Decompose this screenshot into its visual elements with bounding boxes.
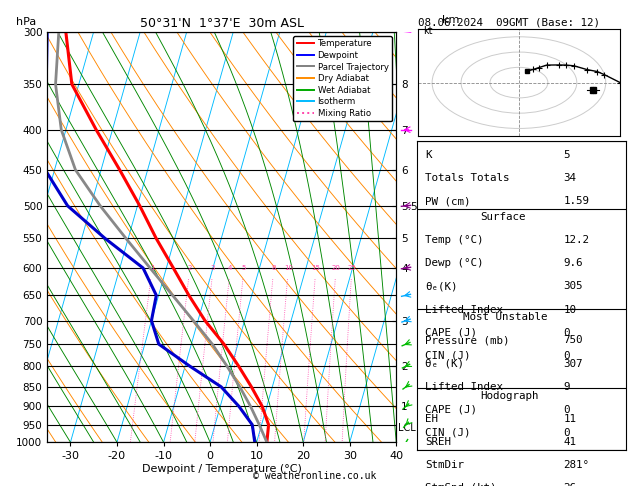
Text: Temp (°C): Temp (°C) [425,235,484,245]
Text: km: km [442,16,459,25]
Text: Most Unstable: Most Unstable [463,312,548,322]
Title: 50°31'N  1°37'E  30m ASL: 50°31'N 1°37'E 30m ASL [140,17,304,31]
Text: 15: 15 [311,265,320,271]
Text: 0: 0 [564,351,570,361]
Text: CAPE (J): CAPE (J) [425,405,477,415]
Text: Hodograph: Hodograph [480,391,538,401]
Text: LCL: LCL [398,423,416,434]
Text: SREH: SREH [425,437,452,447]
Text: 11: 11 [564,414,577,424]
Text: CIN (J): CIN (J) [425,428,471,438]
Text: 8: 8 [272,265,276,271]
Text: Totals Totals: Totals Totals [425,174,510,183]
Text: 5: 5 [242,265,246,271]
X-axis label: Dewpoint / Temperature (°C): Dewpoint / Temperature (°C) [142,464,302,474]
Text: Lifted Index: Lifted Index [425,305,503,314]
Text: K: K [425,150,432,160]
Text: 12.2: 12.2 [564,235,589,245]
Text: 750: 750 [564,335,583,346]
Text: 0: 0 [564,405,570,415]
Text: 34: 34 [564,174,577,183]
Text: Lifted Index: Lifted Index [425,382,503,392]
Text: 1: 1 [150,265,154,271]
Text: 3: 3 [211,265,215,271]
Text: 10: 10 [284,265,293,271]
Text: kt: kt [423,26,433,36]
Y-axis label: Mixing Ratio (g/kg): Mixing Ratio (g/kg) [423,191,433,283]
Text: 25: 25 [348,265,356,271]
Text: 20: 20 [331,265,340,271]
Text: θₑ(K): θₑ(K) [425,281,458,292]
Text: Pressure (mb): Pressure (mb) [425,335,510,346]
Text: 281°: 281° [564,460,589,470]
Text: 9: 9 [564,382,570,392]
Text: EH: EH [425,414,438,424]
Text: StmDir: StmDir [425,460,464,470]
Text: PW (cm): PW (cm) [425,196,471,207]
Text: 0: 0 [564,328,570,338]
Text: StmSpd (kt): StmSpd (kt) [425,484,497,486]
Text: 1.59: 1.59 [564,196,589,207]
Text: 307: 307 [564,359,583,368]
Text: 9.6: 9.6 [564,258,583,268]
Text: 10: 10 [564,305,577,314]
Text: CAPE (J): CAPE (J) [425,328,477,338]
Text: 305: 305 [564,281,583,292]
Text: © weatheronline.co.uk: © weatheronline.co.uk [253,471,376,481]
Text: 41: 41 [564,437,577,447]
Text: 26: 26 [564,484,577,486]
Text: θₑ (K): θₑ (K) [425,359,464,368]
Text: ASL: ASL [442,31,461,41]
Text: 08.06.2024  09GMT (Base: 12): 08.06.2024 09GMT (Base: 12) [418,17,599,27]
Text: 5: 5 [564,150,570,160]
Text: hPa: hPa [16,17,36,28]
Text: Surface: Surface [480,212,525,222]
Text: Dewp (°C): Dewp (°C) [425,258,484,268]
Legend: Temperature, Dewpoint, Parcel Trajectory, Dry Adiabat, Wet Adiabat, Isotherm, Mi: Temperature, Dewpoint, Parcel Trajectory… [293,36,392,122]
Text: 2: 2 [187,265,192,271]
Text: 0: 0 [564,428,570,438]
Text: 4: 4 [228,265,233,271]
Text: CIN (J): CIN (J) [425,351,471,361]
